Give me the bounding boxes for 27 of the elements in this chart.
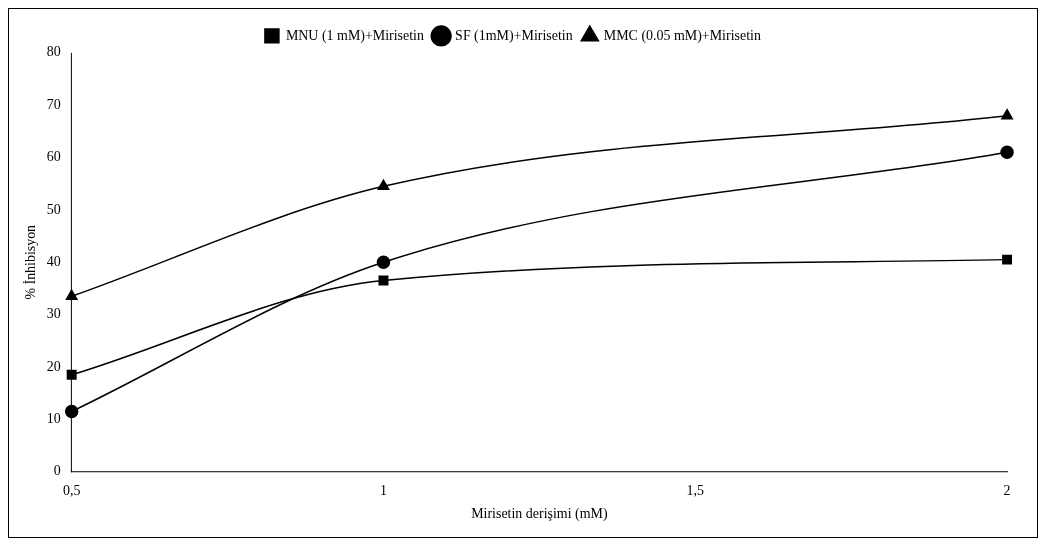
point xyxy=(1001,108,1013,120)
point xyxy=(378,275,389,286)
y-axis-title: % İnhibisyon xyxy=(23,224,39,300)
y-tick-label: 80 xyxy=(46,44,61,60)
legend-label: MMC (0.05 mM)+Mirisetin xyxy=(603,27,761,44)
y-tick-label: 10 xyxy=(46,410,61,426)
y-tick-label: 30 xyxy=(46,306,61,322)
y-tick-label: 0 xyxy=(53,463,61,479)
point xyxy=(64,404,79,419)
point xyxy=(66,369,77,380)
legend-label: MNU (1 mM)+Mirisetin xyxy=(285,27,424,44)
y-tick-label: 20 xyxy=(46,358,61,374)
x-tick-label: 1,5 xyxy=(686,482,705,498)
point xyxy=(1000,145,1014,160)
point xyxy=(65,289,78,301)
y-tick-label: 50 xyxy=(46,201,61,217)
x-tick-label: 2 xyxy=(1003,482,1011,498)
legend-label: SF (1mM)+Mirisetin xyxy=(455,27,573,44)
y-tick-label: 70 xyxy=(46,96,61,112)
y-tick-label: 60 xyxy=(46,149,61,165)
x-tick-label: 0,5 xyxy=(62,482,81,498)
y-tick-label: 40 xyxy=(46,253,61,269)
point xyxy=(376,255,391,269)
point xyxy=(1002,254,1013,265)
point xyxy=(377,179,390,191)
x-axis-title: Mirisetin derişimi (mM) xyxy=(471,506,608,523)
x-tick-label: 1 xyxy=(379,482,387,498)
